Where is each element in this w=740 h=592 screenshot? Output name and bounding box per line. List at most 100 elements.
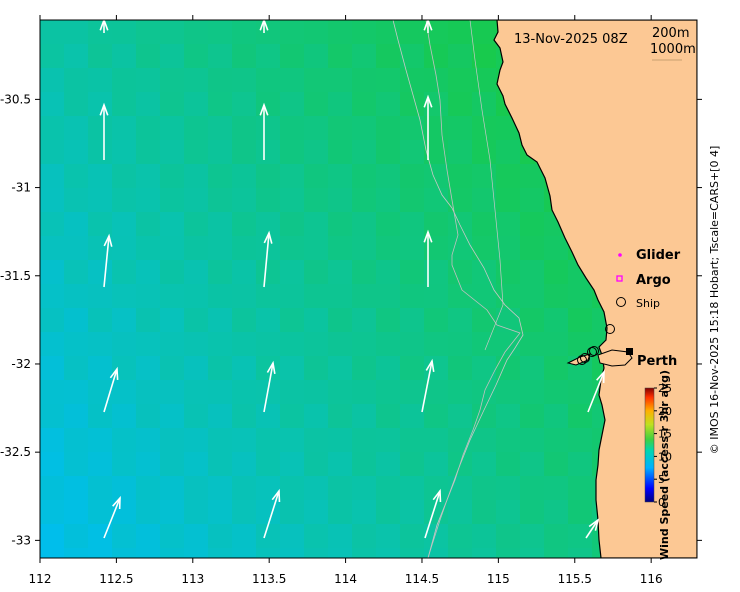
wind-speed-cell	[136, 68, 161, 93]
wind-speed-cell	[400, 548, 425, 558]
wind-speed-cell	[160, 68, 185, 93]
wind-speed-cell	[112, 548, 137, 558]
wind-speed-cell	[208, 140, 233, 165]
wind-speed-cell	[448, 404, 473, 429]
wind-speed-cell	[400, 212, 425, 237]
wind-speed-cell	[88, 404, 113, 429]
wind-speed-cell	[136, 380, 161, 405]
wind-speed-cell	[352, 452, 377, 477]
wind-speed-cell	[304, 548, 329, 558]
wind-speed-cell	[184, 356, 209, 381]
wind-speed-cell	[208, 92, 233, 117]
wind-speed-cell	[352, 68, 377, 93]
wind-speed-cell	[40, 260, 65, 285]
wind-speed-cell	[136, 44, 161, 69]
ship-marker	[589, 346, 599, 356]
wind-speed-cell	[352, 476, 377, 501]
wind-speed-cell	[208, 524, 233, 549]
wind-speed-cell	[64, 20, 89, 45]
wind-speed-cell	[328, 476, 353, 501]
wind-speed-cell	[520, 524, 545, 549]
wind-speed-cell	[184, 116, 209, 141]
wind-speed-cell	[328, 188, 353, 213]
wind-speed-cell	[472, 548, 497, 558]
wind-speed-cell	[424, 284, 449, 309]
wind-speed-cell	[304, 476, 329, 501]
legend-glider-icon	[618, 253, 622, 257]
wind-speed-cell	[400, 68, 425, 93]
wind-speed-cell	[112, 140, 137, 165]
wind-speed-cell	[184, 92, 209, 117]
x-tick-label: 113.5	[252, 572, 286, 586]
wind-speed-cell	[256, 308, 281, 333]
wind-speed-cell	[496, 260, 521, 285]
wind-speed-cell	[448, 212, 473, 237]
wind-speed-cell	[232, 380, 257, 405]
y-tick-label: -31	[11, 181, 31, 195]
wind-speed-cell	[496, 212, 521, 237]
wind-speed-cell	[448, 164, 473, 189]
wind-vector-arrow	[263, 230, 273, 288]
wind-speed-cell	[304, 524, 329, 549]
wind-speed-cell	[64, 428, 89, 453]
wind-speed-cell	[424, 476, 449, 501]
wind-speed-cell	[256, 428, 281, 453]
wind-speed-cell	[376, 356, 401, 381]
wind-speed-cell	[280, 500, 305, 525]
wind-speed-cell	[448, 500, 473, 525]
wind-speed-cell	[376, 44, 401, 69]
wind-speed-cell	[232, 188, 257, 213]
wind-speed-cell	[64, 356, 89, 381]
wind-speed-cell	[472, 356, 497, 381]
wind-speed-cell	[400, 20, 425, 45]
wind-speed-cell	[448, 332, 473, 357]
wind-speed-cell	[184, 380, 209, 405]
wind-speed-cell	[472, 20, 497, 45]
wind-speed-cell	[184, 476, 209, 501]
wind-speed-cell	[88, 116, 113, 141]
wind-speed-cell	[112, 116, 137, 141]
ship-marker	[577, 355, 587, 365]
wind-speed-cell	[232, 20, 257, 45]
wind-speed-cell	[232, 44, 257, 69]
wind-speed-cell	[88, 356, 113, 381]
wind-speed-cell	[352, 380, 377, 405]
wind-speed-cell	[520, 212, 545, 237]
wind-speed-cell	[544, 236, 569, 261]
wind-speed-cell	[136, 20, 161, 45]
wind-speed-cell	[160, 452, 185, 477]
wind-speed-cell	[208, 188, 233, 213]
wind-speed-cell	[520, 308, 545, 333]
wind-speed-cell	[40, 92, 65, 117]
wind-speed-cell	[568, 476, 593, 501]
wind-speed-cell	[280, 404, 305, 429]
wind-speed-cell	[544, 548, 569, 558]
wind-speed-cell	[208, 332, 233, 357]
wind-speed-cell	[160, 356, 185, 381]
wind-speed-cell	[400, 524, 425, 549]
wind-speed-cell	[280, 476, 305, 501]
wind-speed-cell	[88, 44, 113, 69]
wind-speed-cell	[232, 164, 257, 189]
wind-vector-arrow	[259, 102, 269, 160]
wind-speed-cell	[328, 524, 353, 549]
wind-speed-cell	[280, 92, 305, 117]
wind-speed-cell	[136, 92, 161, 117]
wind-speed-cell	[424, 404, 449, 429]
wind-speed-cell	[232, 524, 257, 549]
wind-speed-cell	[208, 476, 233, 501]
wind-speed-cell	[256, 500, 281, 525]
wind-speed-cell	[352, 308, 377, 333]
wind-speed-cell	[496, 452, 521, 477]
wind-speed-cell	[208, 404, 233, 429]
wind-speed-cell	[280, 188, 305, 213]
wind-speed-cell	[304, 20, 329, 45]
wind-speed-cell	[88, 452, 113, 477]
wind-speed-cell	[472, 140, 497, 165]
wind-speed-cell	[208, 20, 233, 45]
wind-speed-cell	[352, 92, 377, 117]
wind-speed-cell	[40, 356, 65, 381]
wind-speed-cell	[88, 164, 113, 189]
wind-speed-cell	[544, 284, 569, 309]
wind-speed-cell	[136, 356, 161, 381]
